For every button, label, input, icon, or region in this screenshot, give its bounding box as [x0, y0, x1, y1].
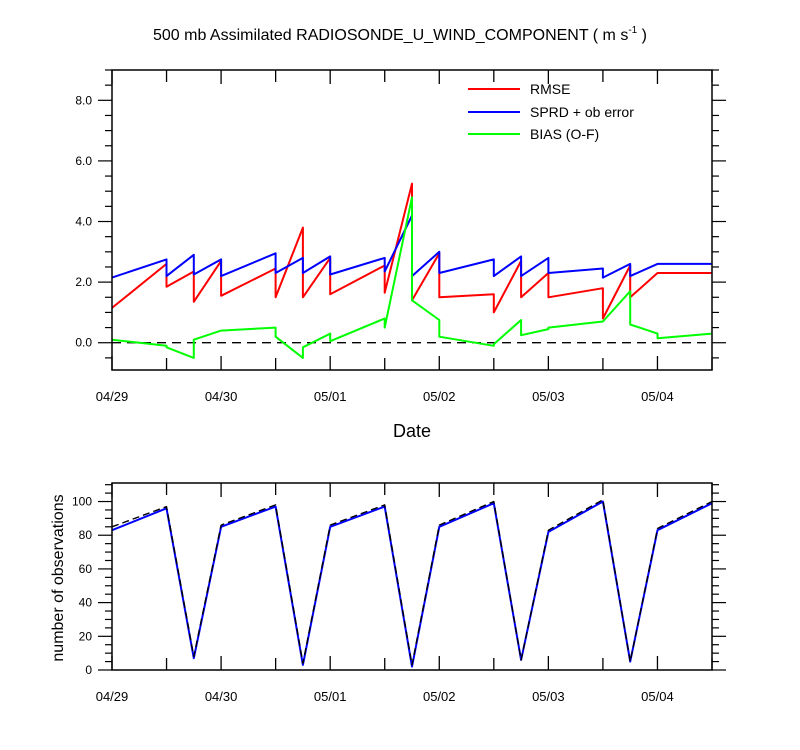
bottom-chart: 04/29 04/30 05/01 05/02 05/03 05/04 0 20 40 60 80… — [50, 482, 726, 704]
y-tick-label: 0 — [85, 663, 92, 677]
bottom-x-ticks: 04/29 04/30 05/01 05/02 05/03 05/04 — [96, 483, 713, 704]
bottom-y-ticks: 0 20 40 60 80 100 — [72, 484, 726, 677]
y-tick-label: 6.0 — [75, 154, 92, 168]
x-tick-label: 04/30 — [205, 389, 238, 404]
y-tick-label: 20 — [79, 629, 93, 643]
legend-item-rmse: RMSE — [468, 81, 570, 97]
x-tick-label: 05/03 — [532, 389, 565, 404]
legend-item-sprd: SPRD + ob error — [468, 104, 634, 120]
x-tick-label: 05/01 — [314, 389, 347, 404]
x-tick-label: 05/04 — [641, 689, 674, 704]
series-line-observations — [111, 500, 713, 668]
x-tick-label: 04/29 — [96, 689, 129, 704]
series-line-bias-o-f — [111, 196, 713, 359]
top-plot-frame — [111, 69, 713, 371]
y-tick-label: 40 — [79, 596, 93, 610]
bottom-y-axis-label: number of observations — [50, 494, 67, 661]
y-tick-label: 100 — [72, 495, 92, 509]
x-tick-label: 04/30 — [205, 689, 238, 704]
chart-title-main: 500 mb Assimilated RADIOSONDE_U_WIND_COM… — [153, 27, 628, 44]
y-tick-label: 8.0 — [75, 93, 92, 107]
top-y-ticks: 0.0 2.0 4.0 6.0 8.0 — [75, 69, 726, 359]
x-tick-label: 05/02 — [423, 689, 456, 704]
legend-item-bias: BIAS (O-F) — [468, 126, 599, 142]
x-tick-label: 05/02 — [423, 389, 456, 404]
chart-title-superscript: -1 — [628, 25, 637, 36]
y-tick-label: 80 — [79, 528, 93, 542]
top-chart: 500 mb Assimilated RADIOSONDE_U_WIND_COM… — [75, 25, 726, 441]
y-tick-label: 0.0 — [75, 336, 92, 350]
top-x-ticks: 04/29 04/30 05/01 05/02 05/03 05/04 — [96, 70, 713, 404]
chart-title: 500 mb Assimilated RADIOSONDE_U_WIND_COM… — [153, 25, 647, 44]
legend-label-rmse: RMSE — [530, 81, 570, 97]
y-tick-label: 60 — [79, 562, 93, 576]
legend-label-sprd: SPRD + ob error — [530, 104, 634, 120]
x-tick-label: 05/01 — [314, 689, 347, 704]
top-series-layer — [111, 182, 713, 359]
y-tick-label: 2.0 — [75, 275, 92, 289]
chart-title-end: ) — [637, 27, 647, 44]
x-tick-label: 04/29 — [96, 389, 129, 404]
x-tick-label: 05/03 — [532, 689, 565, 704]
top-x-axis-label: Date — [393, 421, 431, 441]
x-tick-label: 05/04 — [641, 389, 674, 404]
bottom-series-layer — [111, 499, 713, 668]
legend-label-bias: BIAS (O-F) — [530, 126, 599, 142]
legend: RMSE SPRD + ob error BIAS (O-F) — [468, 81, 634, 142]
y-tick-label: 4.0 — [75, 215, 92, 229]
bottom-plot-frame — [111, 482, 713, 671]
series-line-observations-dashed — [111, 499, 713, 666]
